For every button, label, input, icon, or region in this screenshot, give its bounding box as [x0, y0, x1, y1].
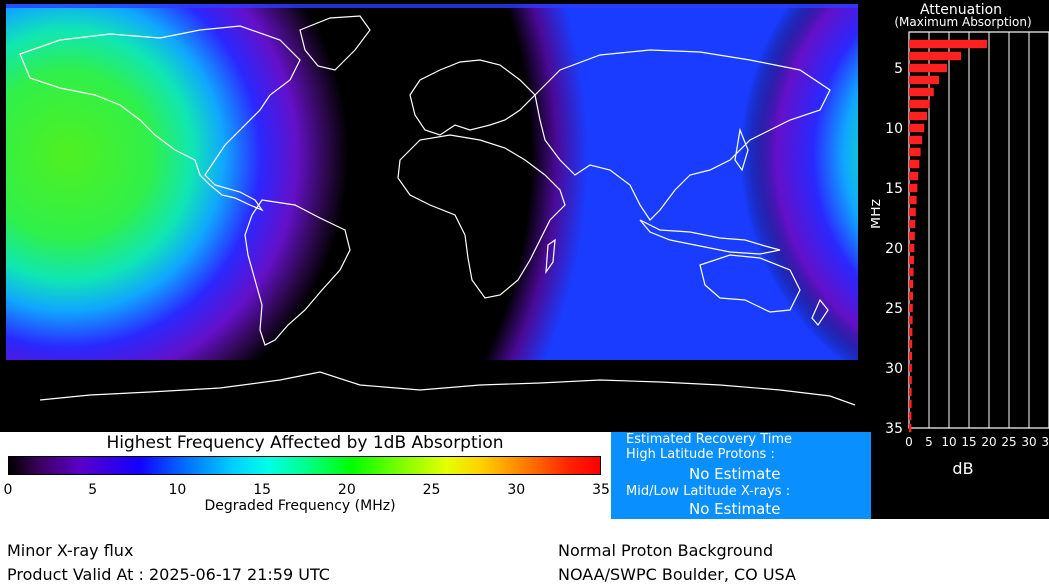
- legend-title: Highest Frequency Affected by 1dB Absorp…: [106, 433, 504, 453]
- attenuation-bar: [909, 339, 913, 349]
- attenuation-x-tick: 25: [1001, 435, 1016, 449]
- attenuation-bar: [909, 291, 913, 301]
- high-latitude-label: High Latitude Protons :: [626, 447, 775, 462]
- attenuation-plot-frame: [908, 31, 1049, 429]
- xray-status: Minor X-ray flux: [7, 541, 134, 560]
- color-bar-tick: 30: [507, 482, 526, 498]
- attenuation-bar: [909, 147, 921, 157]
- frequency-legend: Highest Frequency Affected by 1dB Absorp…: [0, 432, 610, 519]
- attenuation-bar: [909, 315, 913, 325]
- attenuation-bar: [909, 135, 923, 145]
- attenuation-bar: [909, 363, 912, 373]
- attenuation-bar: [909, 171, 919, 181]
- footer: Minor X-ray flux Product Valid At : 2025…: [0, 519, 1049, 586]
- color-bar-tick: 35: [592, 482, 610, 498]
- attenuation-bar: [909, 111, 927, 121]
- attenuation-bar: [909, 87, 934, 97]
- attenuation-bar: [909, 231, 915, 241]
- attenuation-xlabel: dB: [952, 459, 973, 478]
- coastline-australia: [699, 254, 801, 313]
- attenuation-y-tick: 20: [885, 241, 903, 257]
- color-bar-tick: 15: [253, 482, 272, 498]
- attenuation-grid: [908, 31, 1049, 429]
- attenuation-x-tick: 0: [905, 435, 913, 449]
- coastline-greenland: [299, 15, 371, 71]
- color-bar-tick: 20: [337, 482, 356, 498]
- color-bar-tick: 5: [88, 482, 98, 498]
- color-bar: [8, 456, 601, 475]
- attenuation-bar: [909, 195, 917, 205]
- attenuation-bar: [909, 351, 912, 361]
- attenuation-bar: [909, 423, 912, 433]
- coastline-new-zealand: [811, 298, 829, 326]
- issuer: NOAA/SWPC Boulder, CO USA: [558, 565, 796, 584]
- attenuation-bar: [909, 399, 912, 409]
- coastline-north-america: [19, 25, 301, 212]
- attenuation-bar: [909, 159, 920, 169]
- absorption-map: [0, 0, 871, 432]
- mid-latitude-label: Mid/Low Latitude X-rays :: [626, 484, 791, 499]
- attenuation-y-ticks: 5 10 15 20 25 30 35: [885, 61, 903, 437]
- mid-latitude-value: No Estimate: [689, 500, 781, 518]
- attenuation-bar: [909, 99, 930, 109]
- absorption-field-east: [6, 4, 858, 360]
- coastlines: [19, 15, 856, 406]
- attenuation-bar: [909, 267, 914, 277]
- absorption-map-svg: [6, 4, 858, 406]
- attenuation-subtitle: (Maximum Absorption): [894, 15, 1031, 29]
- coastline-europe: [409, 59, 536, 136]
- color-bar-tick: 0: [3, 482, 13, 498]
- attenuation-x-tick: 10: [941, 435, 956, 449]
- attenuation-bar: [909, 219, 916, 229]
- attenuation-x-tick: 5: [925, 435, 933, 449]
- coastline-japan: [734, 127, 749, 172]
- attenuation-y-tick: 25: [885, 301, 903, 317]
- attenuation-ylabel: MHz: [871, 199, 884, 229]
- recovery-box: Estimated Recovery Time High Latitude Pr…: [611, 432, 871, 519]
- attenuation-bar: [909, 387, 912, 397]
- attenuation-y-tick: 15: [885, 181, 903, 197]
- color-bar-tick: 25: [422, 482, 441, 498]
- attenuation-y-tick: 10: [885, 121, 903, 137]
- attenuation-y-tick: 5: [894, 61, 903, 77]
- attenuation-bar: [909, 123, 925, 133]
- attenuation-bar: [909, 39, 987, 49]
- attenuation-x-tick: 20: [981, 435, 996, 449]
- attenuation-bar: [909, 411, 912, 421]
- proton-status: Normal Proton Background: [558, 541, 774, 560]
- attenuation-bar: [909, 63, 947, 73]
- attenuation-bars: [909, 39, 987, 433]
- attenuation-bar: [909, 303, 913, 313]
- attenuation-bar: [909, 51, 961, 61]
- recovery-title: Estimated Recovery Time: [626, 432, 793, 447]
- attenuation-bar: [909, 243, 915, 253]
- attenuation-bar: [909, 207, 916, 217]
- coastline-southeast-asia: [639, 219, 781, 255]
- attenuation-y-tick: 30: [885, 361, 903, 377]
- color-bar-label: Degraded Frequency (MHz): [204, 498, 396, 514]
- coastline-madagascar: [545, 238, 556, 275]
- attenuation-bar: [909, 75, 939, 85]
- coastline-asia: [534, 49, 831, 221]
- coastline-africa: [397, 134, 566, 299]
- product-valid-time: Product Valid At : 2025-06-17 21:59 UTC: [7, 565, 330, 584]
- attenuation-x-tick: 15: [961, 435, 976, 449]
- attenuation-panel: Attenuation (Maximum Absorption) 5 10 15 20…: [868, 0, 1049, 519]
- attenuation-title: Attenuation: [920, 2, 1002, 18]
- high-latitude-value: No Estimate: [689, 465, 781, 483]
- attenuation-bar: [909, 375, 912, 385]
- attenuation-chart: Attenuation (Maximum Absorption) 5 10 15 20…: [868, 2, 1049, 478]
- attenuation-bar: [909, 183, 918, 193]
- color-bar-tick: 10: [168, 482, 187, 498]
- attenuation-bar: [909, 255, 914, 265]
- attenuation-x-ticks: 05 10 15 20 25 30 35: [905, 435, 1049, 449]
- attenuation-bar: [909, 279, 914, 289]
- coastline-antarctica: [39, 371, 856, 406]
- attenuation-bar: [909, 327, 913, 337]
- attenuation-x-tick: 30: [1021, 435, 1036, 449]
- attenuation-x-tick: 35: [1041, 435, 1049, 449]
- attenuation-y-tick: 35: [885, 421, 903, 437]
- map-top-edge: [6, 4, 858, 8]
- coastline-south-america: [244, 199, 351, 346]
